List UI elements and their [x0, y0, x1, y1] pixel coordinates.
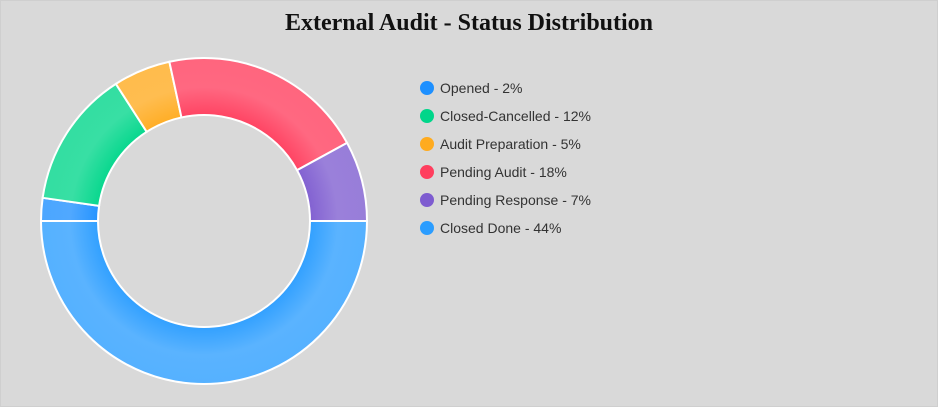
legend-label: Audit Preparation - 5% — [440, 136, 581, 152]
legend-item-closed-cancelled[interactable]: Closed-Cancelled - 12% — [420, 102, 591, 130]
slice-pending-audit[interactable] — [168, 57, 349, 172]
donut-slices — [39, 57, 369, 385]
legend-color-dot — [420, 165, 434, 179]
legend-label: Pending Audit - 18% — [440, 164, 567, 180]
chart-legend: Opened - 2% Closed-Cancelled - 12% Audit P… — [420, 74, 591, 242]
legend-label: Closed-Cancelled - 12% — [440, 108, 591, 124]
legend-item-opened[interactable]: Opened - 2% — [420, 74, 591, 102]
legend-color-dot — [420, 221, 434, 235]
slice-closed-done[interactable] — [39, 220, 369, 385]
legend-label: Closed Done - 44% — [440, 220, 562, 236]
legend-item-pending-response[interactable]: Pending Response - 7% — [420, 186, 591, 214]
legend-item-pending-audit[interactable]: Pending Audit - 18% — [420, 158, 591, 186]
legend-item-closed-done[interactable]: Closed Done - 44% — [420, 214, 591, 242]
legend-color-dot — [420, 137, 434, 151]
legend-label: Opened - 2% — [440, 80, 523, 96]
legend-color-dot — [420, 81, 434, 95]
legend-color-dot — [420, 109, 434, 123]
chart-title: External Audit - Status Distribution — [284, 10, 654, 36]
legend-item-audit-preparation[interactable]: Audit Preparation - 5% — [420, 130, 591, 158]
legend-label: Pending Response - 7% — [440, 192, 591, 208]
legend-color-dot — [420, 193, 434, 207]
